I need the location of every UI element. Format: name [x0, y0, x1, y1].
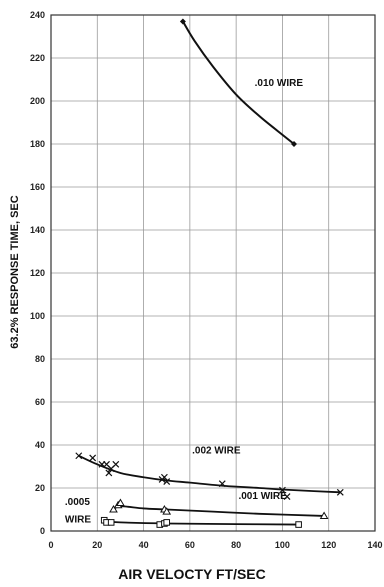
y-tick-label: 40: [35, 440, 45, 450]
y-tick-label: 240: [30, 10, 45, 20]
annotation-label: .001 WIRE: [238, 491, 287, 502]
annotation-label: .002 WIRE: [192, 446, 241, 457]
point-002wire-wire: [89, 454, 97, 462]
x-tick-label: 140: [367, 540, 382, 550]
point-002wire-wire: [279, 486, 286, 494]
point-002wire-wire: [336, 488, 344, 496]
point-0005wire-wire: [295, 521, 302, 528]
point-010wire-wire: [179, 18, 186, 25]
point-002wire-wire: [105, 469, 113, 477]
point-001wire-wire: [319, 511, 329, 519]
point-0005wire-wire: [163, 519, 171, 526]
curve-0005wire-wire: [104, 520, 299, 526]
curve-001wire-wire: [112, 505, 325, 517]
y-tick-label: 220: [30, 53, 45, 63]
point-002wire-wire: [75, 452, 83, 460]
plot-frame: [50, 14, 376, 532]
y-tick-label: 60: [35, 397, 45, 407]
point-002wire-wire: [218, 480, 226, 488]
x-tick-label: 120: [321, 540, 336, 550]
point-002wire-wire: [163, 478, 171, 485]
plot-border: [50, 14, 376, 532]
curve-002wire-wire: [78, 454, 341, 494]
series-markers: [75, 18, 344, 528]
grid-lines: [50, 14, 376, 532]
y-tick-label: 120: [30, 268, 45, 278]
point-001wire-wire: [162, 507, 172, 515]
point-010wire-wire: [291, 141, 297, 147]
x-tick-label: 20: [92, 540, 102, 550]
y-tick-label: 180: [30, 139, 45, 149]
x-tick-label: 60: [185, 540, 195, 550]
curve-010wire-wire: [182, 20, 295, 145]
point-002wire-wire: [160, 473, 168, 481]
x-tick-label: 40: [139, 540, 149, 550]
y-axis-ticks: 0 20 40 60 80 100 120 140 160 180 200 220 240: [30, 10, 45, 536]
y-tick-label: 20: [35, 483, 45, 493]
annotation-label: .010 WIRE: [255, 78, 304, 89]
x-tick-label: 0: [48, 540, 53, 550]
y-tick-label: 0: [40, 526, 45, 536]
x-tick-label: 100: [275, 540, 290, 550]
annotation-label: .0005: [65, 497, 90, 508]
y-tick-label: 80: [35, 354, 45, 364]
point-002wire-wire: [283, 493, 291, 501]
x-tick-label: 80: [231, 540, 241, 550]
point-001wire-wire: [109, 505, 118, 513]
y-tick-label: 140: [30, 225, 45, 235]
point-0005wire-wire: [107, 519, 115, 526]
annotation-label: WIRE: [65, 514, 91, 525]
y-tick-label: 160: [30, 182, 45, 192]
y-tick-label: 100: [30, 311, 45, 321]
y-axis-title: 63.2% RESPONSE TIME, SEC: [9, 195, 21, 348]
y-tick-label: 200: [30, 96, 45, 106]
point-002wire-wire: [112, 460, 120, 468]
point-001wire-wire: [116, 498, 125, 507]
x-axis-title: AIR VELOCTY FT/SEC: [118, 566, 266, 582]
x-axis-ticks: 0 20 40 60 80 100 120 140: [48, 540, 382, 550]
series-annotations: .010 WIRE .002 WIRE .001 WIRE .0005 WIRE: [65, 78, 303, 525]
